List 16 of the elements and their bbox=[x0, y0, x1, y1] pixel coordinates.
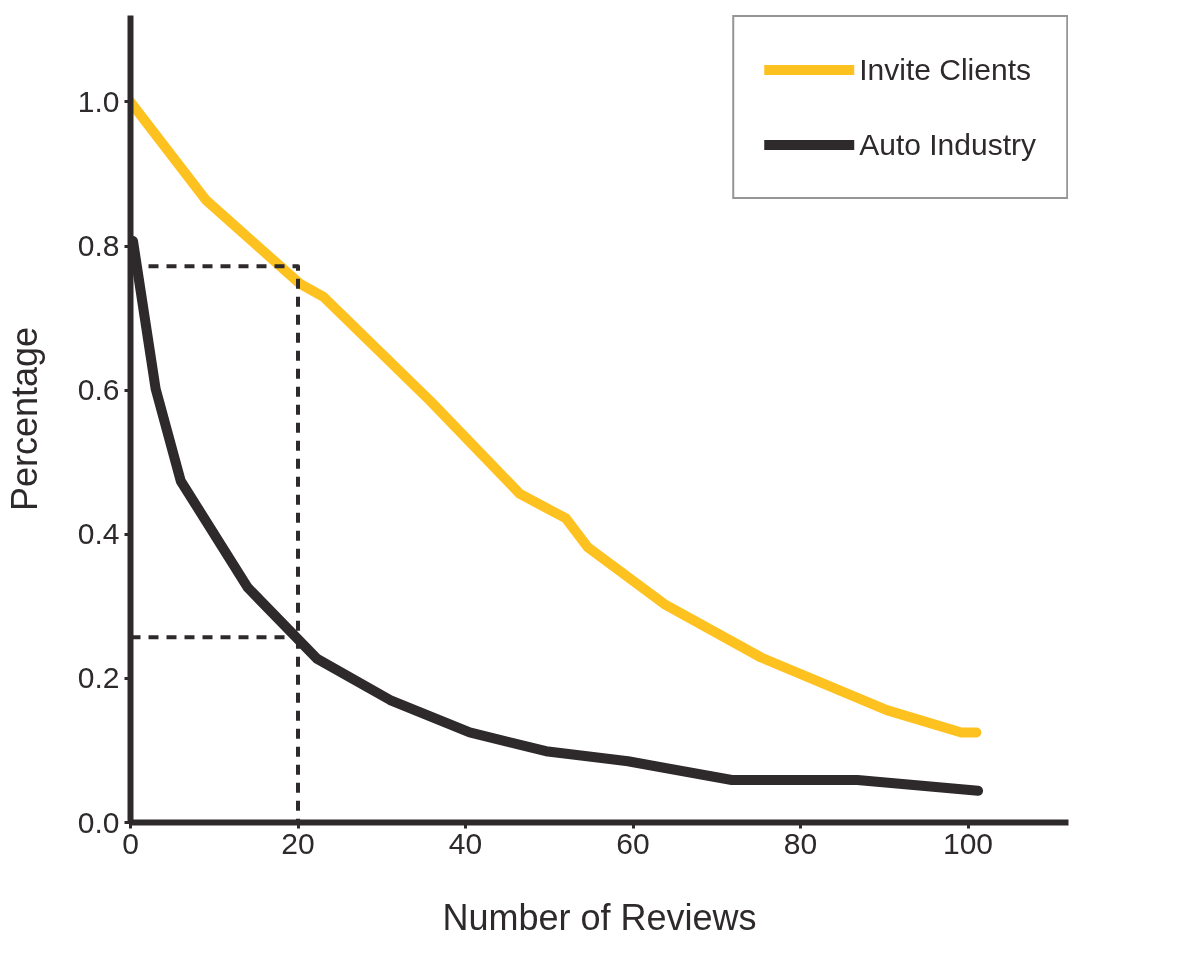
y-tick-label: 0.8 bbox=[77, 229, 120, 263]
x-tick-label: 80 bbox=[783, 826, 818, 860]
y-axis-title: Percentage bbox=[3, 326, 45, 512]
legend-label: Auto Industry bbox=[859, 127, 1036, 162]
legend-label: Invite Clients bbox=[859, 52, 1031, 87]
x-tick-label: 60 bbox=[616, 826, 650, 860]
x-tick-label: 20 bbox=[281, 826, 315, 860]
y-tick-label: 0.4 bbox=[77, 517, 120, 551]
y-tick-label: 1.0 bbox=[77, 84, 120, 118]
x-tick-label: 0 bbox=[122, 826, 139, 860]
x-tick-label: 40 bbox=[448, 826, 483, 860]
x-axis-title: Number of Reviews bbox=[442, 896, 757, 938]
y-tick-label: 0.2 bbox=[77, 661, 120, 695]
x-tick-label: 100 bbox=[942, 826, 994, 860]
y-tick-label: 0.6 bbox=[77, 373, 120, 407]
y-tick-label: 0.0 bbox=[77, 805, 120, 839]
